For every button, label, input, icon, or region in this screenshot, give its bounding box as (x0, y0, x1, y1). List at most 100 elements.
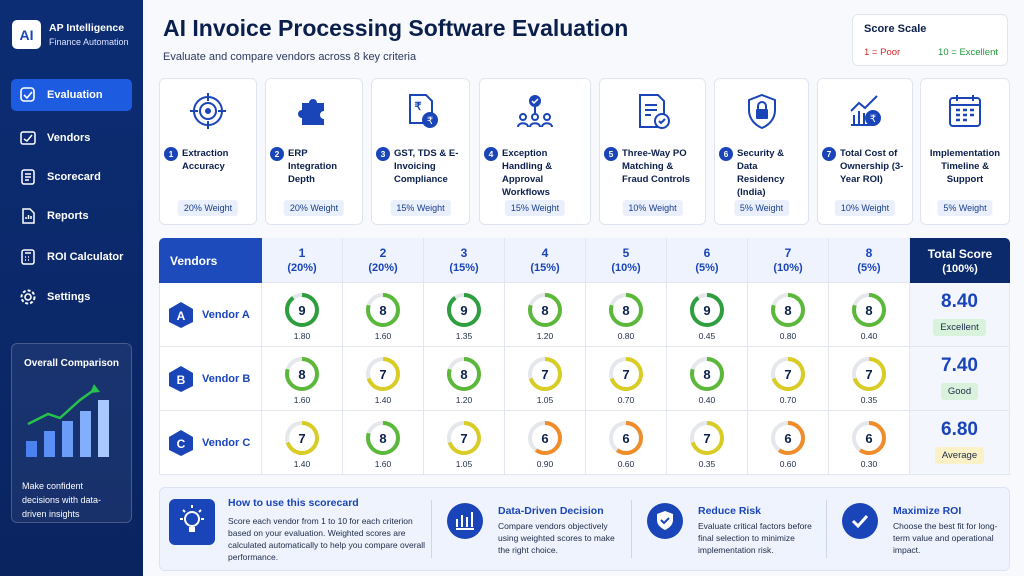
criterion-card: ₹ ₹3 GST, TDS & E-Invoicing Compliance 15% … (371, 78, 470, 225)
column-number: 1 (298, 246, 306, 260)
criterion-label: Exception Handling & Approval Workflows (502, 148, 553, 198)
ring-arc (285, 357, 319, 391)
score-value: 7 (703, 431, 710, 446)
criterion-weight: 10% Weight (834, 200, 896, 216)
score-value: 8 (379, 431, 386, 446)
total-cell: 8.40 Excellent (910, 283, 1010, 347)
score-value: 8 (865, 303, 872, 318)
score-cell: 8 0.40 (667, 347, 748, 411)
score-cell: 8 1.60 (343, 411, 424, 475)
weighted-score: 0.80 (617, 331, 635, 341)
criterion-number: 2 (270, 147, 284, 161)
ring-arc (690, 421, 724, 455)
vendor-cell: C Vendor C (159, 411, 262, 475)
ring-arc (609, 421, 643, 455)
feature-text: Evaluate critical factors before final s… (698, 521, 812, 555)
total-score: 7.40 (941, 355, 978, 376)
nav-item[interactable]: Settings (11, 281, 132, 313)
nav-label: Evaluation (47, 89, 103, 101)
weighted-score: 0.45 (698, 331, 716, 341)
weighted-score: 0.30 (860, 459, 878, 469)
column-header: 2 (20%) (343, 238, 424, 283)
weighted-score: 1.40 (293, 459, 311, 469)
rating-badge: Average (934, 447, 985, 464)
criterion-label-row: 6 Security & Data Residency (India) (719, 147, 804, 199)
criterion-label-row: 7 Total Cost of Ownership (3-Year ROI) (822, 147, 908, 186)
app-title: AP Intelligence (49, 22, 125, 34)
total-cell: 7.40 Good (910, 347, 1010, 411)
column-number: 2 (379, 246, 387, 260)
criterion-weight: 5% Weight (937, 200, 993, 216)
hexagon (169, 429, 193, 456)
hexagon (169, 301, 193, 328)
vendor-badge: C (169, 429, 193, 456)
criterion-number: 1 (164, 147, 178, 161)
score-value: 8 (703, 367, 710, 382)
ring-arc (447, 421, 481, 455)
ring-arc (771, 357, 805, 391)
nav-item[interactable]: ROI Calculator (11, 241, 132, 273)
criterion-icon (949, 95, 981, 127)
weighted-score: 1.60 (293, 395, 311, 405)
criterion-label-row: 4 Exception Handling & Approval Workflows (484, 147, 586, 199)
score-value: 7 (541, 367, 548, 382)
score-cell: 8 0.80 (586, 283, 667, 347)
nav-label: Vendors (47, 132, 91, 144)
feature-title: Maximize ROI (893, 505, 962, 517)
total-score: 8.40 (941, 291, 978, 312)
criterion-number: 3 (376, 147, 390, 161)
feature-icon (647, 503, 683, 539)
criterion-label: Three-Way PO Matching & Fraud Controls (622, 148, 691, 185)
scale-title: Score Scale (864, 23, 927, 35)
score-cell: 7 0.35 (667, 411, 748, 475)
criterion-weight: 15% Weight (504, 200, 566, 216)
divider (631, 500, 632, 558)
weighted-score: 1.60 (374, 459, 392, 469)
score-ring: 8 (852, 293, 886, 327)
nav-item[interactable]: Reports (11, 200, 132, 232)
score-cell: 7 0.70 (586, 347, 667, 411)
criterion-label-row: 1 Extraction Accuracy (164, 147, 252, 173)
ring-arc (852, 357, 886, 391)
weighted-score: 0.80 (779, 331, 797, 341)
ring-arc (366, 293, 400, 327)
vendor-letter: C (177, 437, 186, 451)
score-ring: 6 (852, 421, 886, 455)
score-cell: 8 1.60 (262, 347, 343, 411)
score-ring: 8 (771, 293, 805, 327)
vendors-header: Vendors (159, 238, 262, 283)
ring-arc (771, 421, 805, 455)
score-ring: 9 (690, 293, 724, 327)
feature-title: Reduce Risk (698, 505, 762, 517)
vendor-name: Vendor A (202, 308, 250, 321)
score-cell: 6 0.90 (505, 411, 586, 475)
column-number: 4 (541, 246, 549, 260)
score-cell: 7 0.35 (829, 347, 910, 411)
ring-arc (285, 293, 319, 327)
page-subtitle: Evaluate and compare vendors across 8 ke… (163, 51, 417, 63)
column-number: 8 (865, 246, 873, 260)
score-value: 7 (298, 431, 305, 446)
weighted-score: 0.60 (779, 459, 797, 469)
vendor-letter: B (177, 373, 186, 387)
score-value: 9 (460, 303, 467, 318)
vendor-cell: B Vendor B (159, 347, 262, 411)
nav-item[interactable]: Vendors (11, 122, 132, 154)
column-header: 7 (10%) (748, 238, 829, 283)
nav-item[interactable]: Scorecard (11, 161, 132, 193)
nav-item[interactable]: Evaluation (11, 79, 132, 111)
nav-label: Reports (47, 210, 89, 222)
footer: How to use this scorecard Score each ven… (159, 487, 1010, 571)
score-ring: 8 (447, 357, 481, 391)
promo-chart (26, 384, 109, 457)
feature-text: Compare vendors objectively using weight… (498, 521, 615, 555)
column-number: 7 (784, 246, 792, 260)
criterion-icon: ₹₹ (408, 94, 438, 128)
column-weight: (20%) (287, 262, 317, 274)
criterion-label: ERP Integration Depth (288, 148, 338, 185)
weighted-score: 1.60 (374, 331, 392, 341)
weighted-score: 0.35 (860, 395, 878, 405)
score-cell: 6 0.60 (586, 411, 667, 475)
ring-arc (366, 357, 400, 391)
